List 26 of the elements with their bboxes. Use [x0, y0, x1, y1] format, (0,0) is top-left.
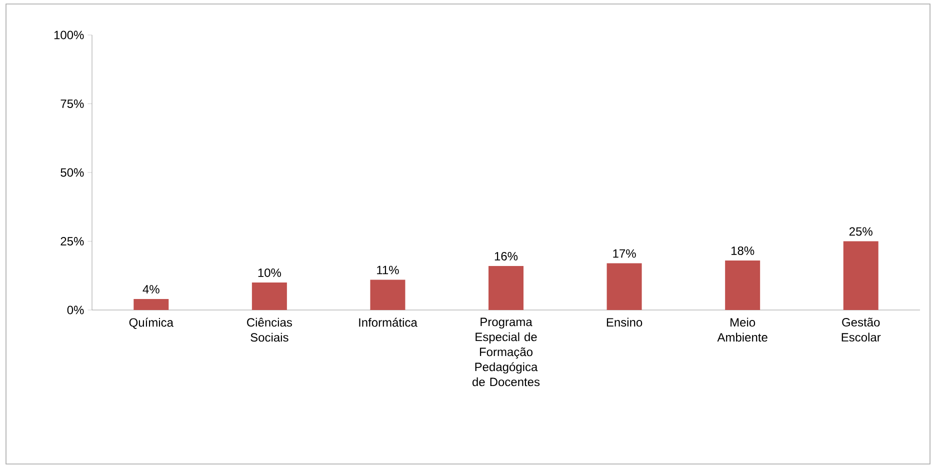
data-label: 18%: [731, 246, 754, 255]
data-label: 17%: [613, 249, 636, 258]
y-tick-label: 50%: [60, 168, 84, 177]
bar: [488, 266, 524, 310]
data-label: 16%: [494, 252, 518, 260]
x-tick-label: Meio Ambiente: [717, 318, 768, 342]
data-label: 4%: [142, 285, 160, 294]
bar: [606, 263, 642, 310]
bar: [725, 260, 760, 310]
x-tick-label: Gestão Escolar: [842, 318, 881, 342]
x-tick-label: Ciências Sociais: [247, 318, 292, 342]
bar: [134, 298, 169, 310]
bar: [370, 280, 406, 310]
y-tick-label: 100%: [54, 30, 84, 40]
y-tick-label: 75%: [60, 100, 84, 108]
data-label: 11%: [377, 266, 399, 274]
x-tick-label: Programa Especial de Formação Pedagógica de Docentes: [472, 318, 540, 386]
x-tick-label: Ensino: [606, 318, 642, 327]
x-tick-label: Informática: [359, 318, 418, 327]
bar: [843, 241, 878, 310]
y-tick-label: 25%: [60, 237, 84, 246]
y-tick-label: 0%: [67, 306, 84, 314]
data-label: 10%: [258, 268, 282, 277]
bar: [252, 282, 287, 310]
data-label: 25%: [849, 227, 872, 236]
x-tick-label: Química: [129, 318, 174, 329]
